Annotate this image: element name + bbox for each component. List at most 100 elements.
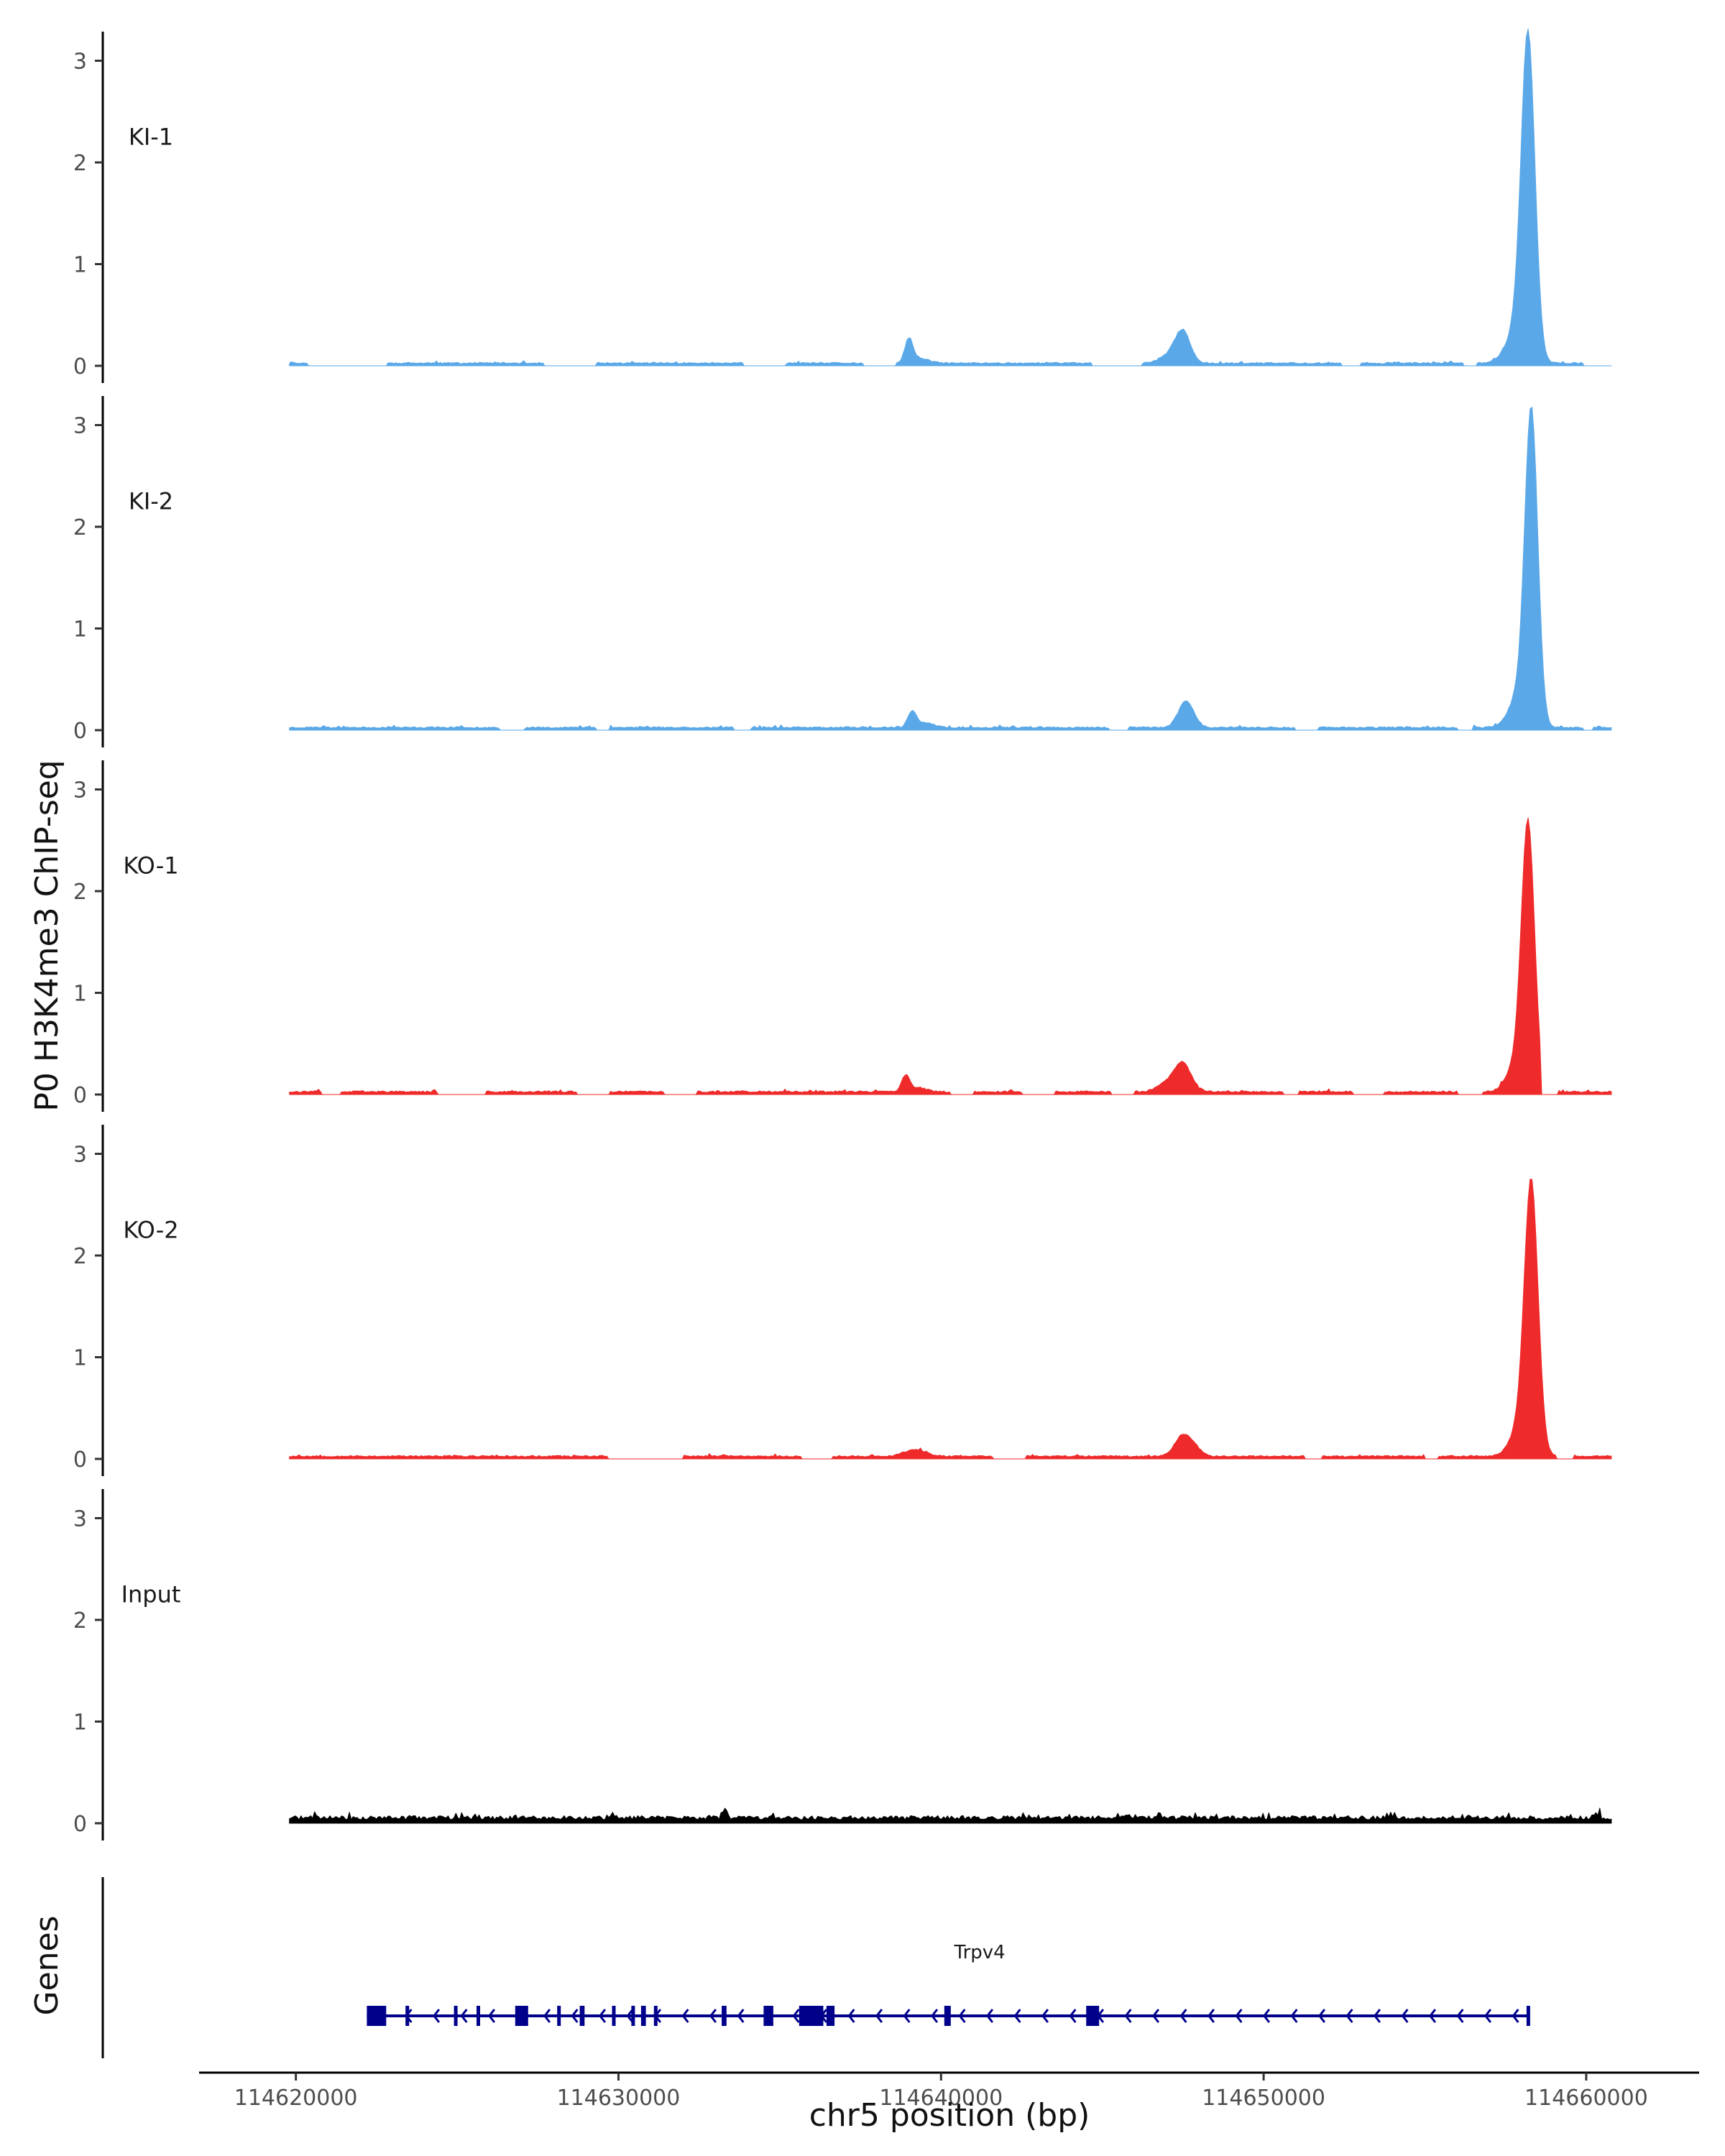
track-ki-2: 0 1 2 3 KI-2 — [73, 396, 1612, 747]
y-tick-label: 0 — [73, 354, 87, 379]
signal-area — [289, 1179, 1612, 1460]
track-ki-1: 0 1 2 3 KI-1 — [73, 28, 1612, 383]
track-label: Input — [121, 1581, 181, 1608]
y-tick-label: 1 — [73, 1710, 87, 1736]
y-tick-label: 2 — [73, 1608, 87, 1634]
strand-arrow — [1484, 2009, 1492, 2023]
x-tick-label: 114650000 — [1202, 2086, 1325, 2111]
gene-exon — [1526, 2006, 1530, 2026]
y-tick-label: 1 — [73, 617, 87, 642]
strand-arrow — [1346, 2009, 1353, 2023]
y-tick-label: 3 — [73, 1143, 87, 1168]
gene-exon — [826, 2006, 835, 2026]
x-axis: 114620000 114630000 114640000 114650000 1146… — [199, 2071, 1699, 2111]
gene-exon — [579, 2006, 585, 2026]
signal-area — [289, 1807, 1612, 1824]
gene-exon — [477, 2006, 480, 2026]
y-tick-label: 1 — [73, 1346, 87, 1371]
y-tick-label: 3 — [73, 778, 87, 803]
strand-arrow — [571, 2009, 579, 2023]
strand-arrow — [1069, 2009, 1077, 2023]
strand-arrow — [958, 2009, 966, 2023]
y-tick-label: 2 — [73, 1244, 87, 1269]
x-tick-label: 114630000 — [557, 2086, 681, 2111]
strand-arrow — [681, 2009, 689, 2023]
strand-arrow — [1151, 2009, 1160, 2023]
gene-exon — [557, 2006, 561, 2026]
y-tick-label: 0 — [73, 1812, 87, 1837]
strand-arrow — [1428, 2009, 1437, 2023]
strand-arrow — [875, 2009, 883, 2023]
strand-arrow — [1317, 2009, 1326, 2023]
gene-exon — [454, 2006, 458, 2026]
y-tick-label: 1 — [73, 982, 87, 1007]
y-tick-label: 2 — [73, 151, 87, 176]
track-input: 0 1 2 3 Input — [73, 1489, 1612, 1841]
gene-track: Trpv4 — [101, 1877, 1530, 2058]
track-label: KI-1 — [129, 124, 173, 151]
strand-arrow — [1179, 2009, 1187, 2023]
y-tick-label: 0 — [73, 1083, 87, 1108]
strand-arrow — [930, 2009, 939, 2023]
signal-tracks: 0 1 2 3 KI-1 0 1 2 3 KI-2 0 1 2 3 KO-1 0 1 2 3 KO-2 0 1 2 3 Inpu… — [73, 28, 1612, 1841]
strand-arrow — [792, 2009, 800, 2023]
strand-arrow — [847, 2009, 855, 2023]
strand-arrow — [903, 2009, 911, 2023]
gene-exon — [631, 2006, 635, 2026]
x-tick-label: 114620000 — [234, 2086, 358, 2111]
gene-exon — [640, 2006, 646, 2026]
gene-exon — [405, 2006, 410, 2026]
y-tick-label: 1 — [73, 253, 87, 278]
y-tick-label: 3 — [73, 414, 87, 439]
signal-area — [289, 406, 1612, 731]
y-tick-label: 0 — [73, 1447, 87, 1473]
strand-arrow — [598, 2009, 607, 2023]
strand-arrow — [985, 2009, 994, 2023]
x-tick-label: 114640000 — [879, 2086, 1003, 2111]
strand-arrow — [460, 2009, 468, 2023]
strand-arrow — [432, 2009, 441, 2023]
track-label: KO-1 — [123, 852, 178, 880]
y-tick-label: 2 — [73, 880, 87, 905]
strand-arrow — [1373, 2009, 1381, 2023]
gene-exon — [515, 2006, 528, 2026]
strand-arrow — [1124, 2009, 1132, 2023]
strand-arrow — [1207, 2009, 1215, 2023]
x-tick-label: 114660000 — [1524, 2086, 1648, 2111]
track-ko-2: 0 1 2 3 KO-2 — [73, 1125, 1612, 1476]
gene-exon — [722, 2006, 727, 2026]
strand-arrow — [543, 2009, 551, 2023]
y-axis-title: P0 H3K4me3 ChIP-seq — [29, 760, 65, 1111]
gene-exon — [612, 2006, 616, 2026]
gene-exon — [1086, 2006, 1100, 2026]
gene-exon — [653, 2006, 658, 2026]
y-tick-label: 2 — [73, 515, 87, 540]
signal-area — [289, 28, 1612, 367]
strand-arrow — [1456, 2009, 1464, 2023]
y-tick-label: 0 — [73, 719, 87, 744]
strand-arrow — [737, 2009, 745, 2023]
strand-arrow — [709, 2009, 717, 2023]
y-tick-label: 3 — [73, 1507, 87, 1532]
gene-exon — [367, 2006, 387, 2026]
strand-arrow — [626, 2009, 634, 2023]
y-tick-label: 3 — [73, 50, 87, 75]
genes-track-title: Genes — [29, 1915, 65, 2015]
strand-arrow — [1290, 2009, 1298, 2023]
gene-exon — [799, 2006, 824, 2026]
gene-name: Trpv4 — [954, 1942, 1006, 1963]
strand-arrow — [1041, 2009, 1049, 2023]
gene-exon — [763, 2006, 773, 2026]
strand-arrow — [1401, 2009, 1409, 2023]
strand-arrow — [487, 2009, 496, 2023]
track-ko-1: 0 1 2 3 KO-1 — [73, 760, 1612, 1112]
strand-arrow — [1262, 2009, 1271, 2023]
signal-area — [289, 817, 1612, 1095]
track-label: KI-2 — [129, 488, 173, 515]
x-axis-title: chr5 position (bp) — [809, 2097, 1090, 2134]
strand-arrow — [1512, 2009, 1519, 2023]
track-label: KO-2 — [123, 1217, 178, 1244]
strand-arrow — [1235, 2009, 1243, 2023]
gene-exon — [944, 2006, 951, 2026]
